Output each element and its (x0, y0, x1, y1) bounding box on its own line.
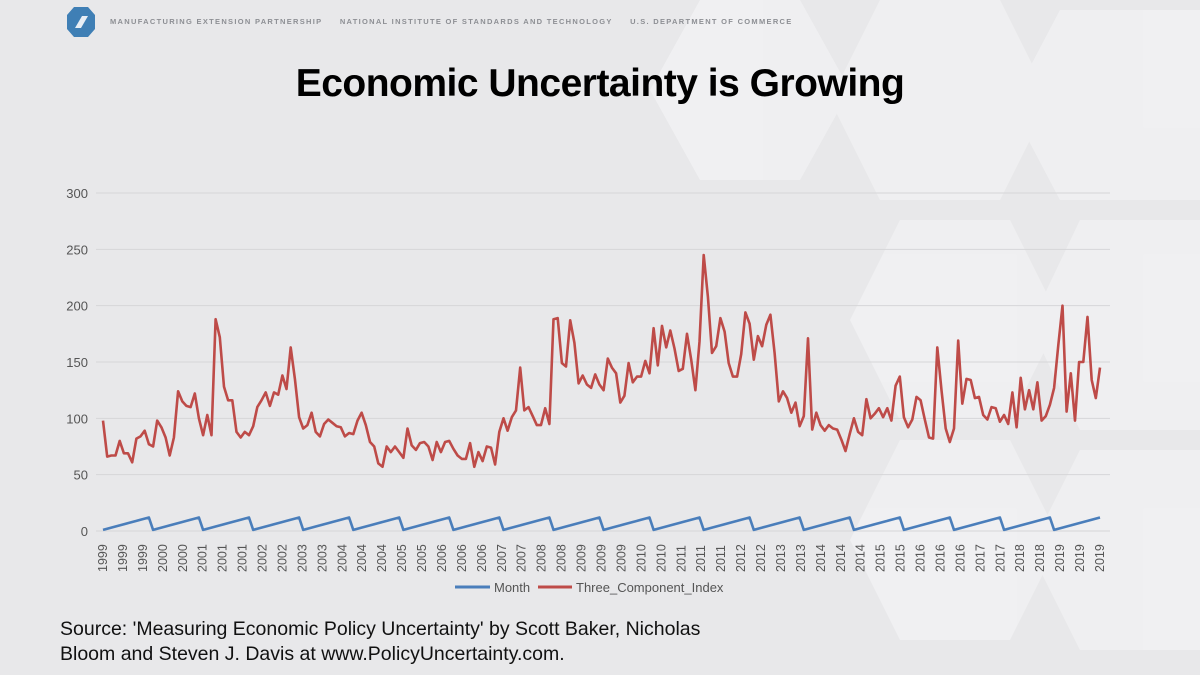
header-item: NATIONAL INSTITUTE OF STANDARDS AND TECH… (339, 17, 613, 26)
source-line-1: Source: 'Measuring Economic Policy Uncer… (60, 618, 701, 640)
x-tick-label: 2005 (415, 544, 429, 572)
source-citation: Source: 'Measuring Economic Policy Uncer… (60, 617, 760, 667)
x-tick-label: 2003 (315, 544, 329, 572)
series-line-month (102, 516, 1101, 532)
x-tick-label: 2001 (216, 544, 230, 572)
x-tick-label: 2002 (275, 544, 289, 572)
x-tick-label: 2008 (555, 544, 569, 572)
x-tick-label: 2016 (933, 544, 947, 572)
y-tick-label: 150 (66, 355, 88, 370)
x-tick-label: 2004 (375, 544, 389, 572)
x-tick-label: 2009 (575, 544, 589, 572)
header-item: MANUFACTURING EXTENSION PARTNERSHIP (110, 17, 323, 26)
x-tick-label: 1999 (96, 544, 110, 572)
page-title: Economic Uncertainty is Growing (295, 62, 905, 105)
x-tick-label: 2019 (1053, 544, 1067, 572)
y-tick-label: 200 (66, 299, 88, 314)
y-tick-label: 0 (81, 524, 88, 539)
x-tick-label: 2008 (535, 544, 549, 572)
x-tick-label: 2011 (714, 545, 728, 572)
header-item: U.S. DEPARTMENT OF COMMERCE (630, 17, 793, 26)
x-tick-label: 2004 (335, 544, 349, 572)
x-tick-label: 2001 (196, 544, 210, 572)
x-tick-label: 2009 (614, 544, 628, 572)
x-tick-label: 2014 (834, 544, 848, 572)
y-tick-label: 300 (66, 186, 88, 201)
x-tick-label: 2011 (694, 545, 708, 572)
x-tick-label: 2016 (914, 544, 928, 572)
x-tick-label: 2007 (515, 544, 529, 572)
x-tick-label: 2006 (475, 544, 489, 572)
x-tick-label: 2013 (774, 544, 788, 572)
x-tick-label: 2003 (295, 544, 309, 572)
legend: Month Three_Component_Index (455, 580, 724, 595)
x-tick-label: 2006 (435, 544, 449, 572)
x-tick-label: 2014 (854, 544, 868, 572)
x-tick-label: 2018 (1013, 544, 1027, 572)
x-tick-label: 2015 (874, 544, 888, 572)
x-tick-label: 2005 (395, 544, 409, 572)
source-line-2: Bloom and Steven J. Davis at www.PolicyU… (60, 643, 565, 665)
x-tick-label: 2004 (355, 544, 369, 572)
x-tick-label: 2012 (734, 544, 748, 572)
x-tick-label: 2009 (595, 544, 609, 572)
x-tick-label: 2002 (256, 544, 270, 572)
x-tick-label: 2006 (455, 544, 469, 572)
x-tick-label: 2015 (894, 544, 908, 572)
legend-label-month: Month (494, 580, 530, 595)
y-tick-label: 100 (66, 411, 88, 426)
series-line-three-component-index (101, 253, 1102, 469)
header-organizations: MANUFACTURING EXTENSION PARTNERSHIP NATI… (110, 17, 807, 26)
x-tick-label: 2019 (1073, 544, 1087, 572)
x-tick-label: 2013 (794, 544, 808, 572)
x-tick-label: 2016 (953, 544, 967, 572)
legend-label-index: Three_Component_Index (576, 580, 724, 595)
x-tick-label: 2001 (236, 544, 250, 572)
x-tick-label: 1999 (116, 544, 130, 572)
x-tick-label: 2012 (754, 544, 768, 572)
x-tick-label: 2000 (176, 544, 190, 572)
y-tick-label: 250 (66, 242, 88, 257)
mep-logo-icon (67, 7, 95, 37)
x-tick-label: 1999 (136, 544, 150, 572)
x-tick-label: 2014 (814, 544, 828, 572)
x-tick-label: 2010 (634, 544, 648, 572)
x-tick-label: 2000 (156, 544, 170, 572)
x-tick-label: 2017 (993, 544, 1007, 572)
x-tick-label: 2011 (674, 545, 688, 572)
x-tick-label: 2018 (1033, 544, 1047, 572)
x-tick-label: 2017 (973, 544, 987, 572)
x-tick-label: 2010 (654, 544, 668, 572)
y-tick-label: 50 (74, 468, 88, 483)
x-tick-label: 2007 (495, 544, 509, 572)
x-tick-label: 2019 (1093, 544, 1107, 572)
